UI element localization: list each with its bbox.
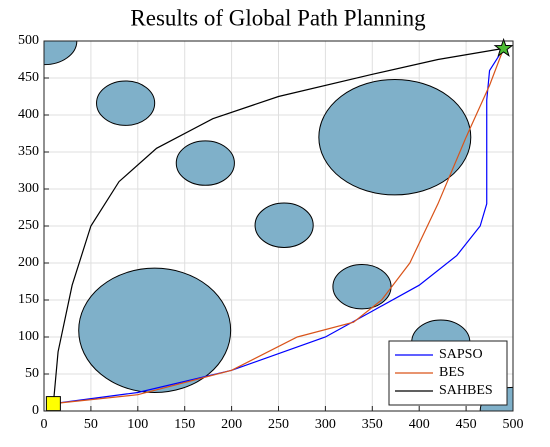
start-marker <box>45 396 61 412</box>
x-tick-label: 350 <box>362 417 383 432</box>
y-tick-label: 500 <box>18 33 39 48</box>
y-tick-label: 200 <box>18 255 39 270</box>
x-tick-label: 100 <box>127 417 148 432</box>
obstacle <box>254 202 314 248</box>
y-tick-label: 250 <box>18 218 39 233</box>
plot-frame <box>43 40 514 412</box>
path-line <box>52 47 504 404</box>
y-tick-label: 400 <box>18 107 39 122</box>
x-tick-label: 50 <box>84 417 98 432</box>
y-tick-label: 300 <box>18 181 39 196</box>
x-tick-label: 450 <box>456 417 477 432</box>
goal-marker <box>493 37 514 57</box>
path-line <box>53 48 505 405</box>
x-tick-label: 250 <box>268 417 289 432</box>
y-tick-label: 0 <box>32 403 39 418</box>
obstacle <box>78 267 232 393</box>
plot-area <box>44 41 513 411</box>
x-tick-label: 500 <box>503 417 524 432</box>
y-tick-label: 150 <box>18 292 39 307</box>
legend-label: BES <box>439 365 465 380</box>
x-tick-label: 0 <box>41 417 48 432</box>
y-tick-label: 50 <box>25 366 39 381</box>
obstacle <box>175 140 235 186</box>
obstacle <box>44 41 78 66</box>
y-tick-label: 350 <box>18 144 39 159</box>
y-tick-label: 100 <box>18 329 39 344</box>
chart-title: Results of Global Path Planning <box>130 5 426 30</box>
obstacle <box>332 263 392 310</box>
x-tick-label: 200 <box>221 417 242 432</box>
legend-label: SAHBES <box>439 383 493 398</box>
legend-label: SAPSO <box>439 347 483 362</box>
obstacle <box>96 80 156 126</box>
x-tick-label: 300 <box>315 417 336 432</box>
x-tick-label: 400 <box>409 417 430 432</box>
x-tick-label: 150 <box>174 417 195 432</box>
obstacle <box>318 78 472 196</box>
y-tick-label: 450 <box>18 70 39 85</box>
